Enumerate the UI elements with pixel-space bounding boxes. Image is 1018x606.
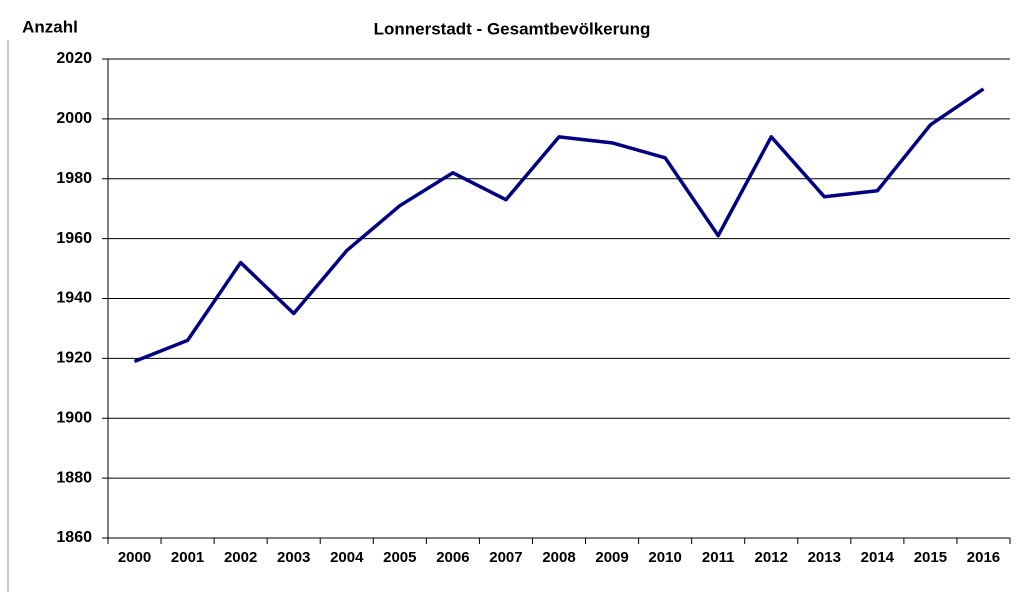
x-tick-label: 2008: [542, 549, 575, 566]
y-tick-label: 1880: [56, 469, 92, 486]
x-tick-label: 2015: [914, 549, 947, 566]
x-tick-label: 2013: [808, 549, 841, 566]
x-tick-label: 2002: [224, 549, 257, 566]
x-tick-label: 2001: [171, 549, 204, 566]
y-axis-label: Anzahl: [22, 17, 78, 36]
y-tick-label: 2020: [56, 50, 92, 67]
x-tick-label: 2009: [595, 549, 628, 566]
y-tick-label: 1980: [56, 170, 92, 187]
y-tick-label: 1860: [56, 529, 92, 546]
x-tick-label: 2014: [861, 549, 895, 566]
data-line: [133, 87, 985, 363]
x-tick-label: 2006: [436, 549, 469, 566]
x-tick-label: 2003: [277, 549, 310, 566]
y-tick-label: 1960: [56, 230, 92, 247]
x-tick-label: 2016: [967, 549, 1000, 566]
x-tick-label: 2012: [755, 549, 788, 566]
y-tick-label: 1920: [56, 350, 92, 367]
y-tick-label: 1900: [56, 409, 92, 426]
x-tick-label: 2004: [330, 549, 364, 566]
y-tick-label: 2000: [56, 110, 92, 127]
y-tick-label: 1940: [56, 290, 92, 307]
x-tick-label: 2011: [702, 549, 735, 566]
x-tick-label: 2000: [118, 549, 151, 566]
x-tick-label: 2005: [383, 549, 416, 566]
chart-title: Lonnerstadt - Gesamtbevölkerung: [374, 19, 651, 38]
x-tick-label: 2007: [489, 549, 522, 566]
x-tick-label: 2010: [648, 549, 681, 566]
